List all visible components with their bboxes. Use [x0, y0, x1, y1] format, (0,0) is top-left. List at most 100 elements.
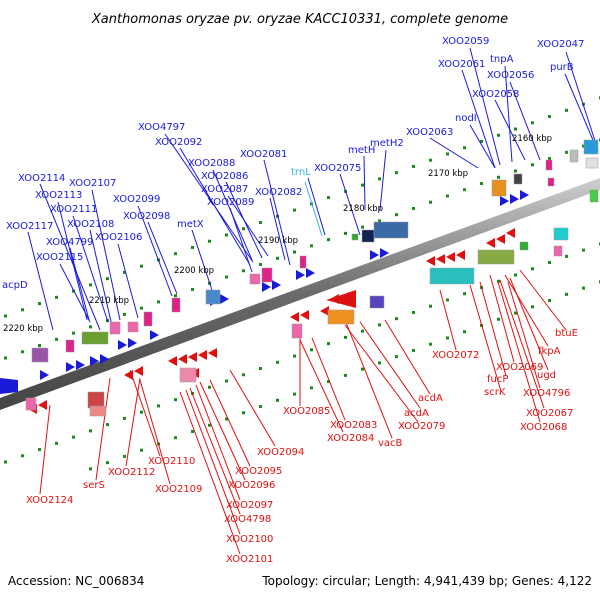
gene-label[interactable]: XOO2088	[188, 158, 235, 169]
tick-mark	[106, 423, 109, 427]
gene-label[interactable]: fkpA	[538, 346, 561, 357]
gene-label[interactable]: XOO2086	[201, 171, 248, 182]
gene-label[interactable]: XOO2100	[226, 534, 273, 545]
gene-label[interactable]: XOO4799	[46, 237, 93, 248]
leader-line	[384, 319, 431, 395]
gene-label[interactable]: XOO2094	[257, 447, 304, 458]
gene-label[interactable]: XOO2115	[36, 252, 83, 263]
gene-label[interactable]: XOO2124	[26, 495, 73, 506]
gene-label[interactable]: XOO2092	[155, 137, 202, 148]
gene-label[interactable]: fucP	[487, 374, 508, 385]
gene-label[interactable]: XOO2084	[327, 433, 374, 444]
gene-label[interactable]: XOO2079	[398, 421, 445, 432]
gene-label[interactable]: XOO2085	[283, 406, 330, 417]
leader-line	[91, 189, 121, 321]
gene-label[interactable]: XOO2111	[50, 204, 97, 215]
leader-line	[59, 263, 91, 323]
tick-mark	[55, 337, 58, 341]
leader-line	[363, 155, 366, 211]
tick-mark	[548, 157, 551, 161]
leader-line	[263, 159, 291, 266]
gene-label[interactable]: XOO2056	[487, 70, 534, 81]
gene-label[interactable]: XOO2106	[95, 232, 142, 243]
gene-label[interactable]: XOO2081	[240, 149, 287, 160]
tick-mark	[259, 221, 262, 225]
gene-label[interactable]: acpD	[2, 280, 28, 291]
gene-label[interactable]: XOO2067	[526, 408, 573, 419]
gene-block	[179, 367, 197, 383]
gene-label[interactable]: scrK	[484, 387, 506, 398]
gene-label[interactable]: XOO2112	[108, 467, 155, 478]
forward-gene-arrow	[272, 280, 281, 290]
tick-mark	[497, 175, 500, 179]
gene-label[interactable]: XOO2110	[148, 456, 195, 467]
gene-label[interactable]: XOO2059	[442, 36, 489, 47]
gene-label[interactable]: XOO2082	[255, 187, 302, 198]
gene-label[interactable]: XOO2068	[520, 422, 567, 433]
gene-label[interactable]: XOO2095	[235, 466, 282, 477]
genome-stats-text: Topology: circular; Length: 4,941,439 bp…	[261, 574, 592, 588]
gene-label[interactable]: XOO2063	[406, 127, 453, 138]
gene-label[interactable]: metX	[177, 219, 204, 230]
gene-label[interactable]: XOO2072	[432, 350, 479, 361]
gene-label[interactable]: acdA	[404, 408, 429, 419]
gene-label[interactable]: nodI	[455, 113, 477, 124]
forward-gene-arrow	[40, 370, 49, 380]
gene-label[interactable]: XOO4798	[224, 514, 271, 525]
tick-mark	[548, 261, 551, 265]
gene-label[interactable]: XOO2075	[314, 163, 361, 174]
reverse-gene-arrow	[188, 352, 197, 362]
gene-label[interactable]: XOO2114	[18, 173, 65, 184]
gene-label[interactable]: XOO2069	[496, 362, 543, 373]
tick-mark	[412, 310, 415, 314]
tick-mark	[21, 454, 24, 458]
gene-label[interactable]: vacB	[378, 438, 403, 449]
gene-label[interactable]: XOO2117	[6, 221, 53, 232]
tick-mark	[480, 182, 483, 185]
gene-label[interactable]: XOO2108	[67, 219, 114, 230]
gene-block	[351, 233, 359, 241]
gene-label[interactable]: XOO2097	[226, 500, 273, 511]
reverse-gene-arrow	[436, 254, 445, 264]
gene-label[interactable]: trnL	[291, 167, 311, 178]
leader-line	[311, 337, 346, 421]
gene-label[interactable]: XOO2107	[69, 178, 116, 189]
gene-label[interactable]: XOO2109	[155, 484, 202, 495]
gene-label[interactable]: XOO4797	[138, 122, 185, 133]
gene-label[interactable]: metH2	[370, 138, 404, 149]
leader-line	[509, 81, 541, 161]
gene-label[interactable]: XOO2047	[537, 39, 584, 50]
leader-line	[519, 269, 567, 331]
kbp-label: 2220 kbp	[3, 324, 43, 334]
gene-label[interactable]: XOO2098	[123, 211, 170, 222]
tick-mark	[395, 213, 398, 217]
gene-label[interactable]: XOO2099	[113, 194, 160, 205]
kbp-label: 2200 kbp	[174, 266, 214, 276]
reverse-gene-arrow	[326, 290, 356, 308]
leader-line	[564, 73, 599, 153]
tick-mark	[4, 356, 7, 360]
reverse-gene-arrow	[320, 306, 329, 316]
gene-block	[87, 391, 105, 409]
gene-label[interactable]: acdA	[418, 393, 443, 404]
gene-label[interactable]: XOO2101	[226, 554, 273, 565]
gene-label[interactable]: purB	[550, 62, 574, 73]
gene-label[interactable]: btuE	[555, 328, 578, 339]
gene-label[interactable]: XOO2058	[472, 89, 519, 100]
gene-label[interactable]: XOO4796	[523, 388, 570, 399]
tick-mark	[140, 448, 143, 452]
gene-label[interactable]: XOO2087	[201, 184, 248, 195]
gene-label[interactable]: XOO2061	[438, 59, 485, 70]
gene-label[interactable]: metH	[348, 145, 375, 156]
gene-label[interactable]: ugd	[537, 370, 556, 381]
tick-mark	[123, 312, 126, 316]
leader-line	[307, 177, 326, 236]
tick-mark	[276, 256, 279, 260]
gene-label[interactable]: XOO2096	[228, 480, 275, 491]
tick-mark	[225, 275, 228, 279]
gene-label[interactable]: serS	[83, 480, 105, 491]
gene-label[interactable]: XOO2113	[35, 190, 82, 201]
gene-label[interactable]: XOO2083	[330, 420, 377, 431]
gene-label[interactable]: XOO2089	[207, 197, 254, 208]
gene-label[interactable]: tnpA	[490, 54, 514, 65]
